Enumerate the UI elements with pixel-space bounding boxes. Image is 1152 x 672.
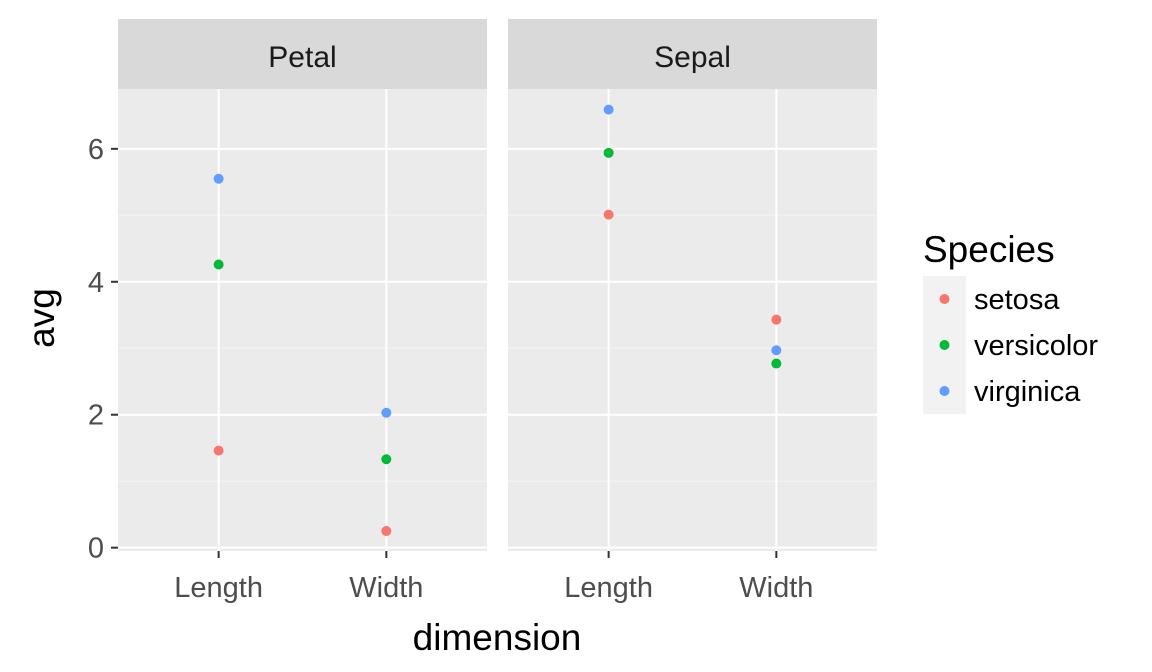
y-axis-title: avg — [21, 288, 62, 348]
data-point — [603, 104, 614, 115]
data-point — [213, 173, 224, 184]
facet-sepal: Sepal Length Width — [508, 19, 877, 604]
data-point — [771, 314, 782, 325]
legend-label: virginica — [974, 376, 1081, 408]
x-tick-label: Length — [564, 572, 653, 604]
data-point — [771, 345, 782, 356]
legend-label: setosa — [974, 284, 1060, 316]
legend: Species setosa versicolor virginica — [923, 229, 1098, 414]
y-tick-label: 2 — [88, 400, 104, 432]
legend-title: Species — [923, 229, 1055, 270]
x-tick-label: Width — [739, 572, 813, 604]
x-axis-title: dimension — [413, 617, 582, 658]
facet-strip — [508, 19, 877, 89]
data-point — [213, 259, 224, 270]
facet-strip-label: Sepal — [654, 41, 731, 74]
y-tick-label: 6 — [88, 134, 104, 166]
facet-strip-label: Petal — [268, 41, 336, 74]
y-tick-label: 4 — [88, 267, 104, 299]
data-point — [381, 454, 392, 465]
x-tick-label: Length — [174, 572, 263, 604]
panel-background — [118, 89, 487, 551]
data-point — [603, 209, 614, 220]
y-axis: 0 2 4 6 — [88, 134, 118, 565]
legend-key-point — [939, 340, 950, 350]
facet-petal: Petal Length Width — [118, 19, 487, 604]
data-point — [381, 407, 392, 418]
data-point — [213, 445, 224, 456]
legend-key-point — [939, 294, 950, 304]
legend-label: versicolor — [974, 330, 1098, 362]
panel-background — [508, 89, 877, 551]
facet-panels: Petal Length Width Sepal Length Width — [118, 19, 877, 604]
data-point — [381, 526, 392, 537]
data-point — [771, 358, 782, 369]
data-point — [603, 147, 614, 158]
x-tick-label: Width — [349, 572, 423, 604]
facet-strip — [118, 19, 487, 89]
y-tick-label: 0 — [88, 533, 104, 565]
legend-key-point — [939, 386, 950, 396]
